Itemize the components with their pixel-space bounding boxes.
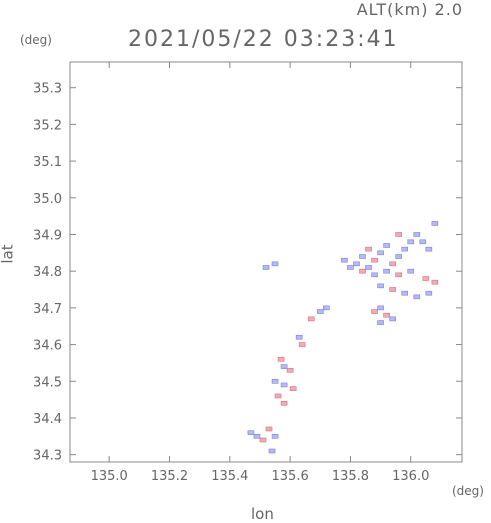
data-point <box>395 272 402 278</box>
axis-ticks: 135.0 135.2 135.4 135.6 135.8 136.0 34.3 34.4 34… <box>33 62 462 484</box>
data-point <box>377 250 384 256</box>
y-tick-label: 35.0 <box>33 192 62 207</box>
y-tick-label: 34.5 <box>33 375 62 390</box>
data-point <box>295 334 303 340</box>
y-tick-label: 34.9 <box>33 228 62 243</box>
y-tick-label: 34.3 <box>33 449 62 464</box>
altitude-label: ALT(km) 2.0 <box>356 0 463 19</box>
data-point <box>316 309 324 314</box>
data-point <box>365 246 372 252</box>
data-point <box>383 268 390 274</box>
y-tick-label: 35.2 <box>33 118 62 133</box>
chart-title-timestamp: 2021/05/22 03:23:41 <box>128 27 399 52</box>
data-point <box>341 257 348 263</box>
data-point <box>298 342 306 347</box>
data-point <box>280 400 288 406</box>
data-point <box>371 257 378 263</box>
data-point <box>422 276 430 281</box>
data-point <box>425 246 433 252</box>
data-point <box>359 254 366 259</box>
data-point <box>280 364 288 369</box>
data-point <box>307 316 315 322</box>
plot-frame <box>69 61 463 463</box>
data-point <box>389 261 396 267</box>
y-unit-label: (deg) <box>20 33 52 47</box>
data-point <box>247 430 255 435</box>
data-point <box>395 254 402 259</box>
data-point <box>268 448 276 454</box>
y-tick-label: 35.3 <box>33 82 62 97</box>
data-point <box>407 268 415 274</box>
data-point <box>365 265 372 270</box>
data-point <box>253 434 261 439</box>
y-tick-label: 34.6 <box>33 339 62 354</box>
x-unit-label: (deg) <box>452 484 484 498</box>
data-point <box>389 316 396 322</box>
data-point <box>274 393 282 399</box>
x-tick-label: 135.8 <box>332 469 369 484</box>
x-tick-label: 135.6 <box>272 469 309 484</box>
data-point <box>431 221 439 226</box>
data-point <box>271 434 279 439</box>
data-point <box>371 309 378 314</box>
data-point <box>413 232 421 237</box>
data-point <box>419 239 427 245</box>
data-point <box>377 320 384 325</box>
data-point <box>389 287 396 292</box>
data-point <box>425 290 433 296</box>
data-point <box>323 305 330 311</box>
data-point <box>286 367 294 373</box>
data-point <box>383 243 390 248</box>
x-tick-label: 136.0 <box>392 469 429 484</box>
x-tick-label: 135.2 <box>151 469 188 484</box>
data-point <box>271 261 279 267</box>
data-point <box>262 265 270 270</box>
data-point <box>359 268 366 274</box>
data-point <box>401 246 409 252</box>
data-point <box>265 426 273 432</box>
x-axis-title: lon <box>251 505 274 523</box>
data-point <box>289 386 297 391</box>
data-point <box>407 239 415 245</box>
data-point <box>383 312 390 318</box>
data-point <box>259 437 267 443</box>
data-point <box>347 265 354 270</box>
data-point <box>271 378 279 384</box>
x-tick-label: 135.4 <box>211 469 248 484</box>
data-point <box>377 305 384 311</box>
data-point <box>280 382 288 388</box>
data-point <box>377 283 384 289</box>
x-tick-label: 135.0 <box>91 469 128 484</box>
data-point <box>277 356 285 362</box>
y-tick-label: 34.7 <box>33 302 62 317</box>
y-tick-label: 34.4 <box>33 412 62 427</box>
data-point <box>353 261 360 267</box>
data-point <box>431 279 439 285</box>
data-marks <box>247 221 439 454</box>
data-point <box>371 272 378 278</box>
data-point <box>395 232 402 237</box>
y-tick-label: 35.1 <box>33 155 62 170</box>
y-tick-label: 34.8 <box>33 265 62 280</box>
data-point <box>401 290 409 296</box>
data-point <box>413 294 421 300</box>
